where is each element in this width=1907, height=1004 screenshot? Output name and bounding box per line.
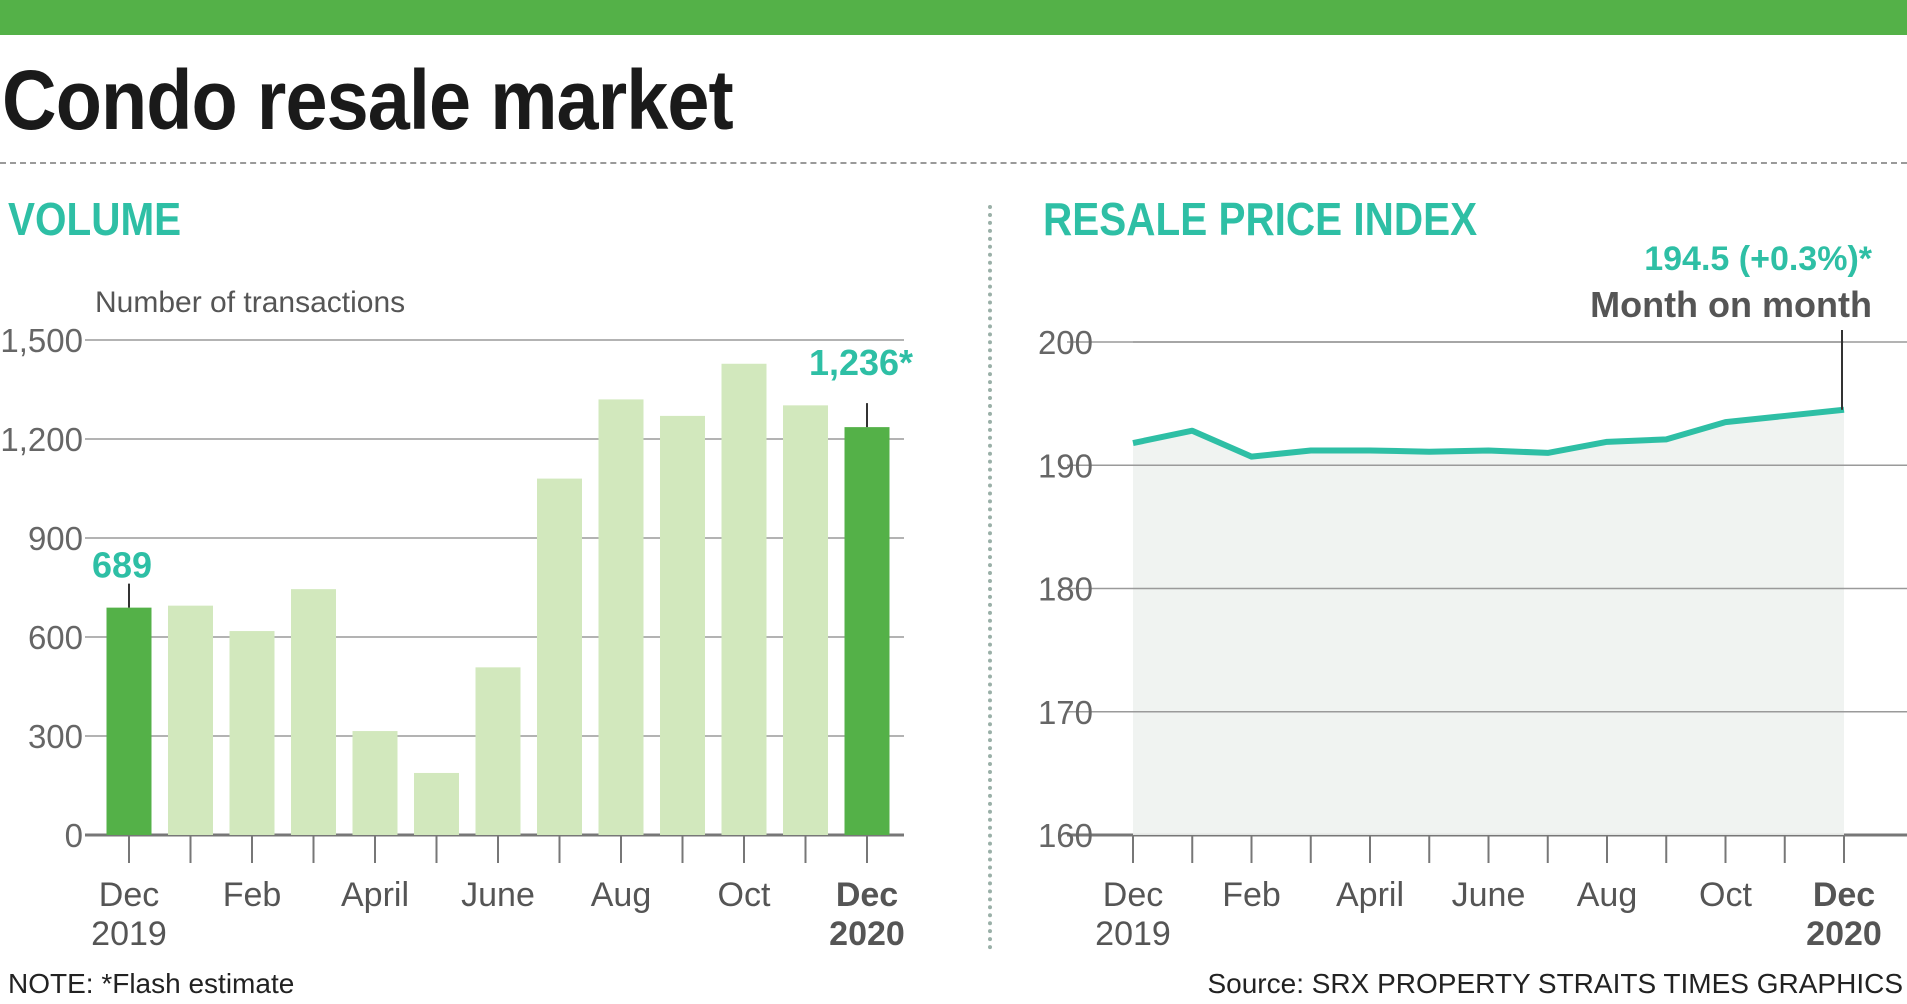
volume-bar-aug (598, 399, 644, 835)
volume-bar-jan (168, 605, 213, 835)
volume-data-label: 1,236* (809, 342, 913, 383)
rpi-annotation-value: 194.5 (+0.3%)* (1644, 240, 1873, 278)
volume-bar-oct (721, 363, 767, 835)
volume-bar-feb (229, 631, 275, 835)
rpi-x-label: Dec (1813, 876, 1875, 914)
volume-bar-june (475, 667, 521, 835)
volume-y-tick-label: 600 (28, 619, 83, 656)
volume-x-label-year: 2020 (829, 915, 905, 953)
volume-bar-nov (783, 405, 828, 835)
volume-bar-jul (537, 478, 582, 835)
footnote: NOTE: *Flash estimate (8, 968, 295, 999)
volume-bar-mar (291, 589, 336, 835)
volume-y-tick-label: 1,200 (0, 421, 83, 458)
volume-bar-sep (660, 415, 705, 835)
volume-y-tick-label: 1,500 (0, 322, 83, 359)
volume-y-tick-label: 0 (65, 817, 83, 854)
volume-y-tick-label: 900 (28, 520, 83, 557)
rpi-y-tick-label: 160 (1038, 817, 1093, 854)
volume-bar-dec-2019 (106, 607, 152, 835)
rpi-series-line (1132, 406, 1845, 460)
volume-bar-april (352, 731, 398, 835)
price-index-chart-title: RESALE PRICE INDEX (1043, 193, 1478, 245)
panel-divider (988, 205, 992, 950)
volume-chart-title: VOLUME (8, 193, 182, 245)
volume-x-label: Feb (223, 876, 282, 914)
volume-y-tick-label: 300 (28, 718, 83, 755)
rpi-y-tick-label: 170 (1038, 694, 1093, 731)
rpi-x-label: June (1452, 876, 1526, 914)
volume-x-label: April (341, 876, 409, 914)
rpi-x-label: Feb (1222, 876, 1281, 914)
volume-x-label: Dec (99, 876, 159, 914)
volume-bar-may (414, 772, 459, 835)
volume-data-label: 689 (92, 545, 152, 586)
rpi-x-label: April (1336, 876, 1404, 914)
rpi-x-label-year: 2020 (1806, 915, 1882, 953)
volume-x-label: Aug (591, 876, 652, 914)
title-divider (0, 162, 1907, 164)
volume-y-axis-label: Number of transactions (95, 286, 405, 319)
volume-bar-dec-2020 (844, 427, 890, 835)
volume-x-label: Oct (718, 876, 771, 914)
rpi-x-label-year: 2019 (1095, 915, 1171, 953)
volume-x-label: June (461, 876, 535, 914)
volume-x-label-year: 2019 (91, 915, 167, 953)
rpi-area-fill (1133, 409, 1844, 835)
source-credit: Source: SRX PROPERTY STRAITS TIMES GRAPH… (1207, 968, 1903, 999)
rpi-x-label: Dec (1103, 876, 1163, 914)
volume-x-label: Dec (836, 876, 898, 914)
rpi-annotation-subtext: Month on month (1590, 284, 1872, 325)
page-title: Condo resale market (2, 53, 734, 147)
rpi-y-tick-label: 180 (1038, 571, 1093, 608)
rpi-y-tick-label: 190 (1038, 447, 1093, 484)
rpi-x-label: Aug (1577, 876, 1638, 914)
rpi-y-tick-label: 200 (1038, 324, 1093, 361)
top-accent-bar (0, 0, 1907, 35)
rpi-x-label: Oct (1699, 876, 1752, 914)
